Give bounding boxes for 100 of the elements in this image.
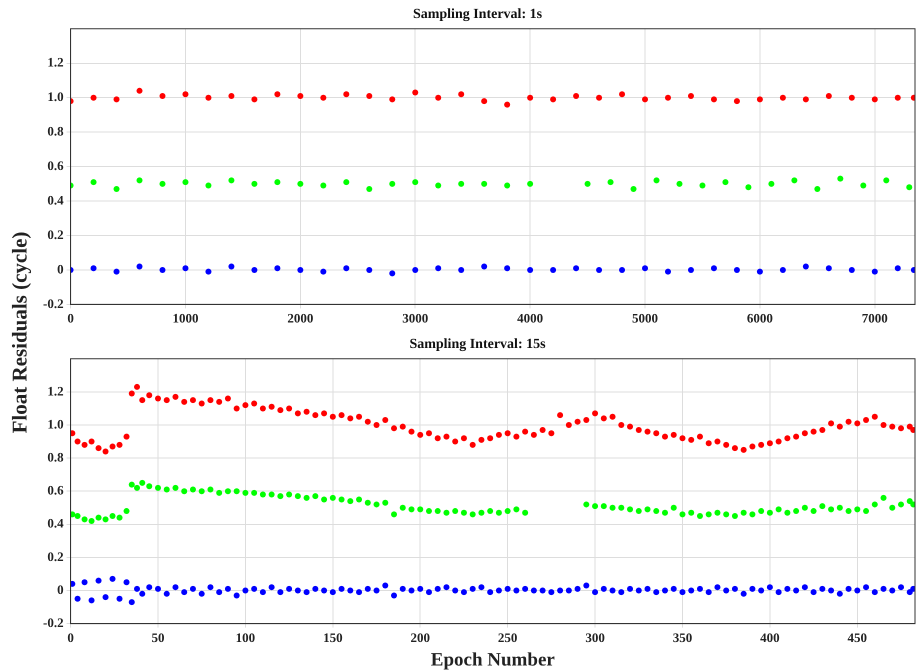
x-tick-label: 7000 xyxy=(862,310,888,326)
point xyxy=(802,264,809,270)
point xyxy=(642,265,648,272)
point xyxy=(791,177,798,184)
point xyxy=(251,266,258,273)
point xyxy=(860,182,866,189)
point xyxy=(676,180,682,187)
x-tick-label: 100 xyxy=(236,630,256,645)
point xyxy=(780,94,786,101)
point xyxy=(688,266,694,273)
point xyxy=(320,268,326,275)
point xyxy=(584,180,591,187)
x-tick-label: 6000 xyxy=(746,310,773,326)
y-tick-label: 0.2 xyxy=(47,226,64,242)
point xyxy=(699,182,706,189)
point xyxy=(481,180,488,187)
point xyxy=(814,186,820,192)
point xyxy=(366,186,372,192)
y-tick-label: 0.2 xyxy=(47,548,64,564)
point xyxy=(872,268,878,275)
point xyxy=(228,177,234,184)
point xyxy=(722,179,728,186)
point xyxy=(136,88,143,94)
point xyxy=(90,179,97,186)
y-tick-label: 1.0 xyxy=(47,89,64,104)
point xyxy=(826,92,832,99)
x-tick-label: 50 xyxy=(151,630,164,645)
point xyxy=(504,102,510,108)
point xyxy=(756,268,763,275)
x-tick-label: 300 xyxy=(585,630,605,645)
point xyxy=(596,94,602,101)
point xyxy=(504,265,510,272)
point xyxy=(412,266,418,273)
point xyxy=(745,184,752,190)
point xyxy=(435,94,442,101)
point xyxy=(114,268,120,275)
point xyxy=(481,98,488,104)
point xyxy=(182,91,188,98)
point xyxy=(182,265,188,272)
point xyxy=(848,94,855,101)
point xyxy=(412,90,418,96)
chart-title: Sampling Interval: 1s xyxy=(412,7,543,22)
point xyxy=(802,96,809,102)
point xyxy=(504,182,510,189)
point xyxy=(906,184,912,190)
point xyxy=(435,182,442,189)
point xyxy=(366,266,372,273)
point xyxy=(90,265,97,272)
point xyxy=(114,96,120,102)
point xyxy=(251,180,258,187)
point xyxy=(550,96,556,102)
chart-title: Sampling Interval: 15s xyxy=(409,337,546,352)
point xyxy=(389,270,396,276)
point xyxy=(573,92,580,99)
y-tick-label: 0.4 xyxy=(47,192,64,208)
point xyxy=(320,94,326,101)
point xyxy=(228,92,234,99)
point xyxy=(205,182,212,189)
point xyxy=(320,182,326,189)
point xyxy=(630,186,637,192)
y-tick-label: -0.2 xyxy=(42,614,64,630)
point xyxy=(734,98,740,104)
y-tick-label: 1.2 xyxy=(47,383,64,398)
point xyxy=(90,94,97,101)
y-tick-label: 0 xyxy=(57,582,64,597)
point xyxy=(136,264,143,270)
point xyxy=(159,92,166,99)
point xyxy=(389,180,396,187)
point xyxy=(182,179,188,186)
point xyxy=(481,264,488,270)
x-tick-label: 250 xyxy=(498,630,518,645)
point xyxy=(297,92,304,99)
point xyxy=(872,96,878,102)
y-tick-label: 1.2 xyxy=(47,54,64,70)
x-axis-title: Epoch Number xyxy=(430,650,556,671)
x-tick-label: 150 xyxy=(323,630,343,645)
point xyxy=(654,177,660,184)
point xyxy=(114,186,120,192)
y-tick-label: 0.8 xyxy=(47,124,64,139)
point xyxy=(527,266,534,273)
point xyxy=(527,180,534,187)
point xyxy=(734,266,740,273)
point xyxy=(688,92,694,99)
point xyxy=(228,264,234,270)
point xyxy=(297,266,304,273)
x-tick-label: 0 xyxy=(67,310,74,326)
y-tick-label: -0.2 xyxy=(42,296,64,311)
point xyxy=(343,265,350,272)
point xyxy=(756,96,763,102)
point xyxy=(883,177,890,184)
point xyxy=(619,266,626,273)
point xyxy=(274,265,280,272)
point xyxy=(389,96,396,102)
point xyxy=(274,91,280,98)
x-tick-label: 4000 xyxy=(517,310,544,326)
y-tick-label: 0.4 xyxy=(47,516,64,531)
x-tick-label: 200 xyxy=(410,630,430,645)
point xyxy=(894,265,901,272)
point xyxy=(596,266,602,273)
x-tick-label: 5000 xyxy=(632,310,658,326)
